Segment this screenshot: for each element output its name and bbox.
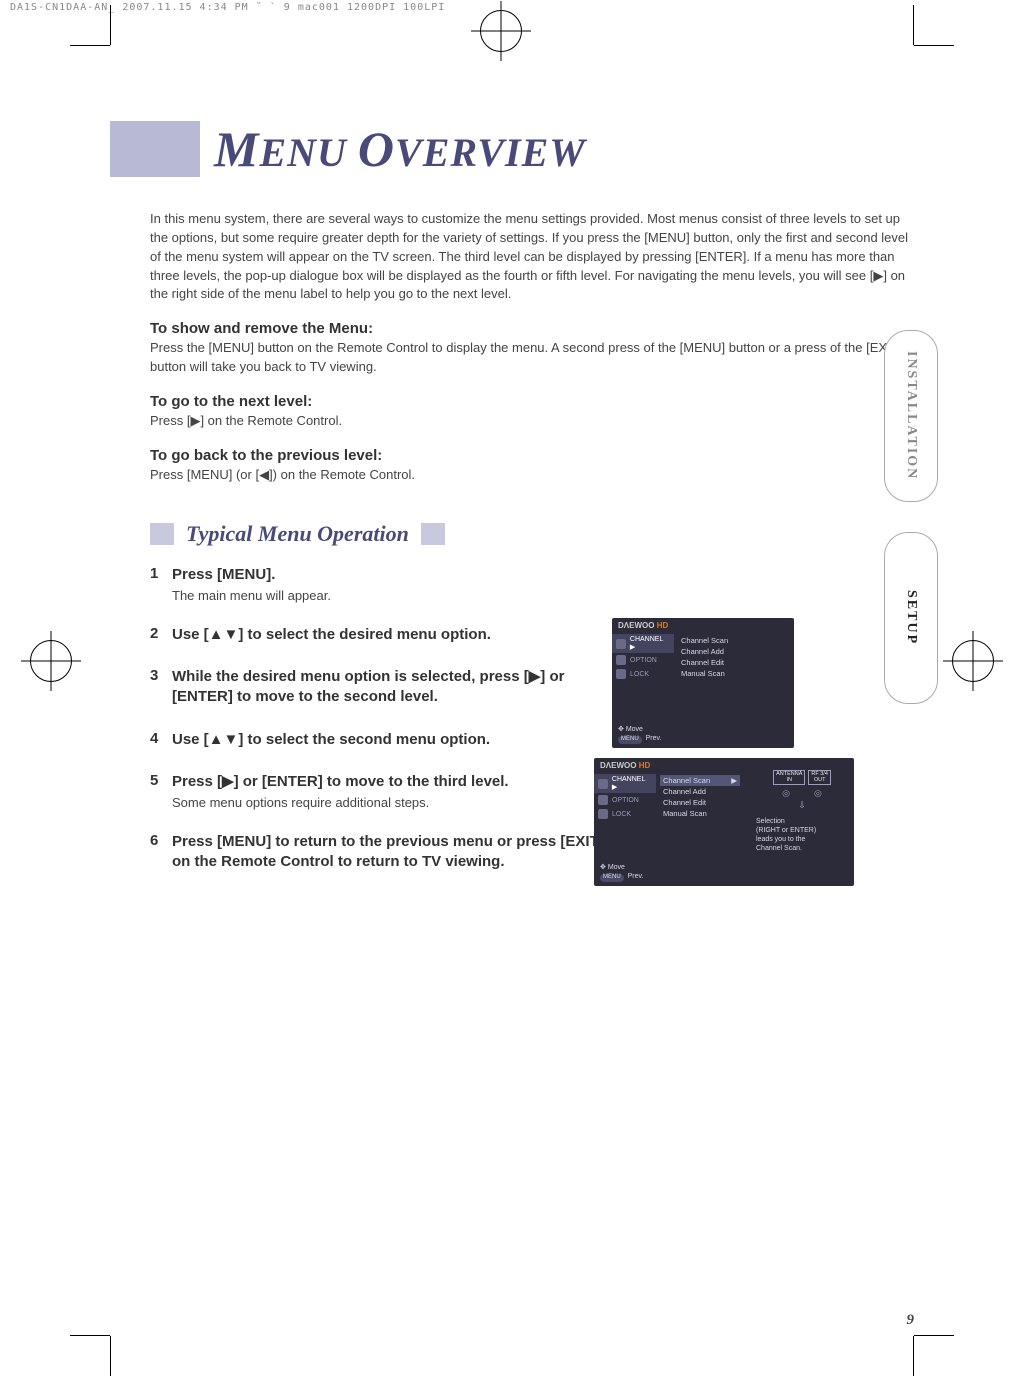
step-row: 1 Press [MENU]. The main menu will appea… [150,565,610,603]
crop-mark-icon [70,1335,110,1336]
side-tab-rail: INSTALLATION SETUP [884,330,938,734]
subsection-text: Press [▶] on the Remote Control. [150,412,914,431]
osd-footer: ✥ Move MENU Prev. [618,725,661,744]
osd-menu-category: OPTION [594,793,656,807]
osd-category-label: CHANNEL ▶ [612,776,652,791]
step-row: 6 Press [MENU] to return to the previous… [150,832,610,873]
step-title: Press [▶] or [ENTER] to move to the thir… [172,772,610,792]
osd-footer: ✥ Move MENU Prev. [600,863,643,882]
side-tab-label: SETUP [903,590,919,645]
right-arrow-icon: ▶ [731,776,737,785]
registration-mark-icon [30,640,72,682]
osd-menu-category: LOCK [612,667,674,681]
antenna-port-icon: ◎ [782,788,790,799]
crop-mark-icon [914,45,954,46]
step-number: 4 [150,730,172,750]
osd-menu-item: Channel Scan [678,635,790,646]
section-title: Typical Menu Operation [186,521,409,547]
osd-category-label: LOCK [612,811,631,818]
osd-category-icon [616,669,626,679]
osd-helper-panel: ANTENNA IN RF 3/4 OUT ◎ ◎ ⇩ Selection (R… [756,770,848,853]
osd-prev-hint: MENU Prev. [600,872,643,882]
step-title: While the desired menu option is selecte… [172,667,610,708]
intro-paragraph: In this menu system, there are several w… [150,210,914,304]
page-title-block: MENU OVERVIEW [110,120,914,178]
menu-screenshot-2: DΛEWOO HD CHANNEL ▶OPTIONLOCK Channel Sc… [594,758,854,886]
osd-prev-hint: MENU Prev. [618,734,661,744]
osd-category-label: CHANNEL ▶ [630,636,670,651]
osd-menu-category: OPTION [612,653,674,667]
osd-category-icon [616,639,626,649]
step-description: Some menu options require additional ste… [172,795,610,810]
step-title: Use [▲▼] to select the second menu optio… [172,730,610,750]
subsection-heading: To go back to the previous level: [150,447,914,464]
crop-mark-icon [913,5,914,45]
step-row: 3 While the desired menu option is selec… [150,667,610,708]
side-tab: INSTALLATION [884,330,938,502]
page-title: MENU OVERVIEW [214,120,586,178]
osd-menu-item: Channel Edit [660,797,740,808]
registration-mark-icon [480,10,522,52]
osd-menu-category: CHANNEL ▶ [612,634,674,653]
osd-menu-item: Channel Add [678,646,790,657]
step-number: 2 [150,625,172,645]
title-word: VERVIEW [395,130,586,175]
osd-move-hint: ✥ Move [618,725,661,734]
osd-menu-category: CHANNEL ▶ [594,774,656,793]
osd-category-icon [598,795,608,805]
title-cap: O [358,121,395,177]
side-tab-label: INSTALLATION [903,351,919,480]
crop-mark-icon [70,45,110,46]
step-row: 4 Use [▲▼] to select the second menu opt… [150,730,610,750]
step-number: 3 [150,667,172,708]
section-line-decor [421,523,445,545]
step-row: 2 Use [▲▼] to select the desired menu op… [150,625,610,645]
title-word: ENU [259,130,357,175]
subsection-text: Press the [MENU] button on the Remote Co… [150,339,914,377]
osd-category-label: OPTION [630,657,657,664]
antenna-port-icon: ◎ [814,788,822,799]
crop-mark-icon [110,1336,111,1376]
step-title: Press [MENU] to return to the previous m… [172,832,610,873]
title-tab-decor [110,121,200,177]
step-number: 6 [150,832,172,873]
side-tab: SETUP [884,532,938,704]
osd-menu-item: Channel Scan▶ [660,775,740,786]
osd-category-icon [598,779,608,789]
step-number: 1 [150,565,172,603]
osd-menu-item: Channel Edit [678,657,790,668]
step-title: Use [▲▼] to select the desired menu opti… [172,625,610,645]
osd-menu-category: LOCK [594,807,656,821]
section-heading-row: Typical Menu Operation [150,521,914,547]
osd-move-hint: ✥ Move [600,863,643,872]
section-bullet-decor [150,523,174,545]
step-number: 5 [150,772,172,810]
crop-mark-icon [914,1335,954,1336]
step-description: The main menu will appear. [172,588,610,603]
title-cap: M [214,121,259,177]
osd-category-icon [598,809,608,819]
osd-category-label: LOCK [630,671,649,678]
crop-mark-icon [110,5,111,45]
menu-screenshot-1: DΛEWOO HD CHANNEL ▶ OPTION LOCK Channel Sc… [612,618,794,748]
step-title: Press [MENU]. [172,565,610,585]
antenna-in-label: ANTENNA IN [773,770,805,785]
down-arrow-icon: ⇩ [756,800,848,811]
osd-menu-item: Channel Add [660,786,740,797]
subsection-heading: To show and remove the Menu: [150,320,914,337]
osd-menu-item: Manual Scan [660,808,740,819]
subsection-heading: To go to the next level: [150,393,914,410]
osd-logo: DΛEWOO HD [612,618,794,633]
step-row: 5 Press [▶] or [ENTER] to move to the th… [150,772,610,810]
crop-mark-icon [913,1336,914,1376]
antenna-out-label: RF 3/4 OUT [808,770,831,785]
osd-category-icon [616,655,626,665]
osd-helper-text: Selection (RIGHT or ENTER) leads you to … [756,817,848,853]
subsection-text: Press [MENU] (or [◀]) on the Remote Cont… [150,466,914,485]
osd-menu-item: Manual Scan [678,668,790,679]
page-number: 9 [907,1312,915,1329]
registration-mark-icon [952,640,994,682]
osd-category-label: OPTION [612,797,639,804]
